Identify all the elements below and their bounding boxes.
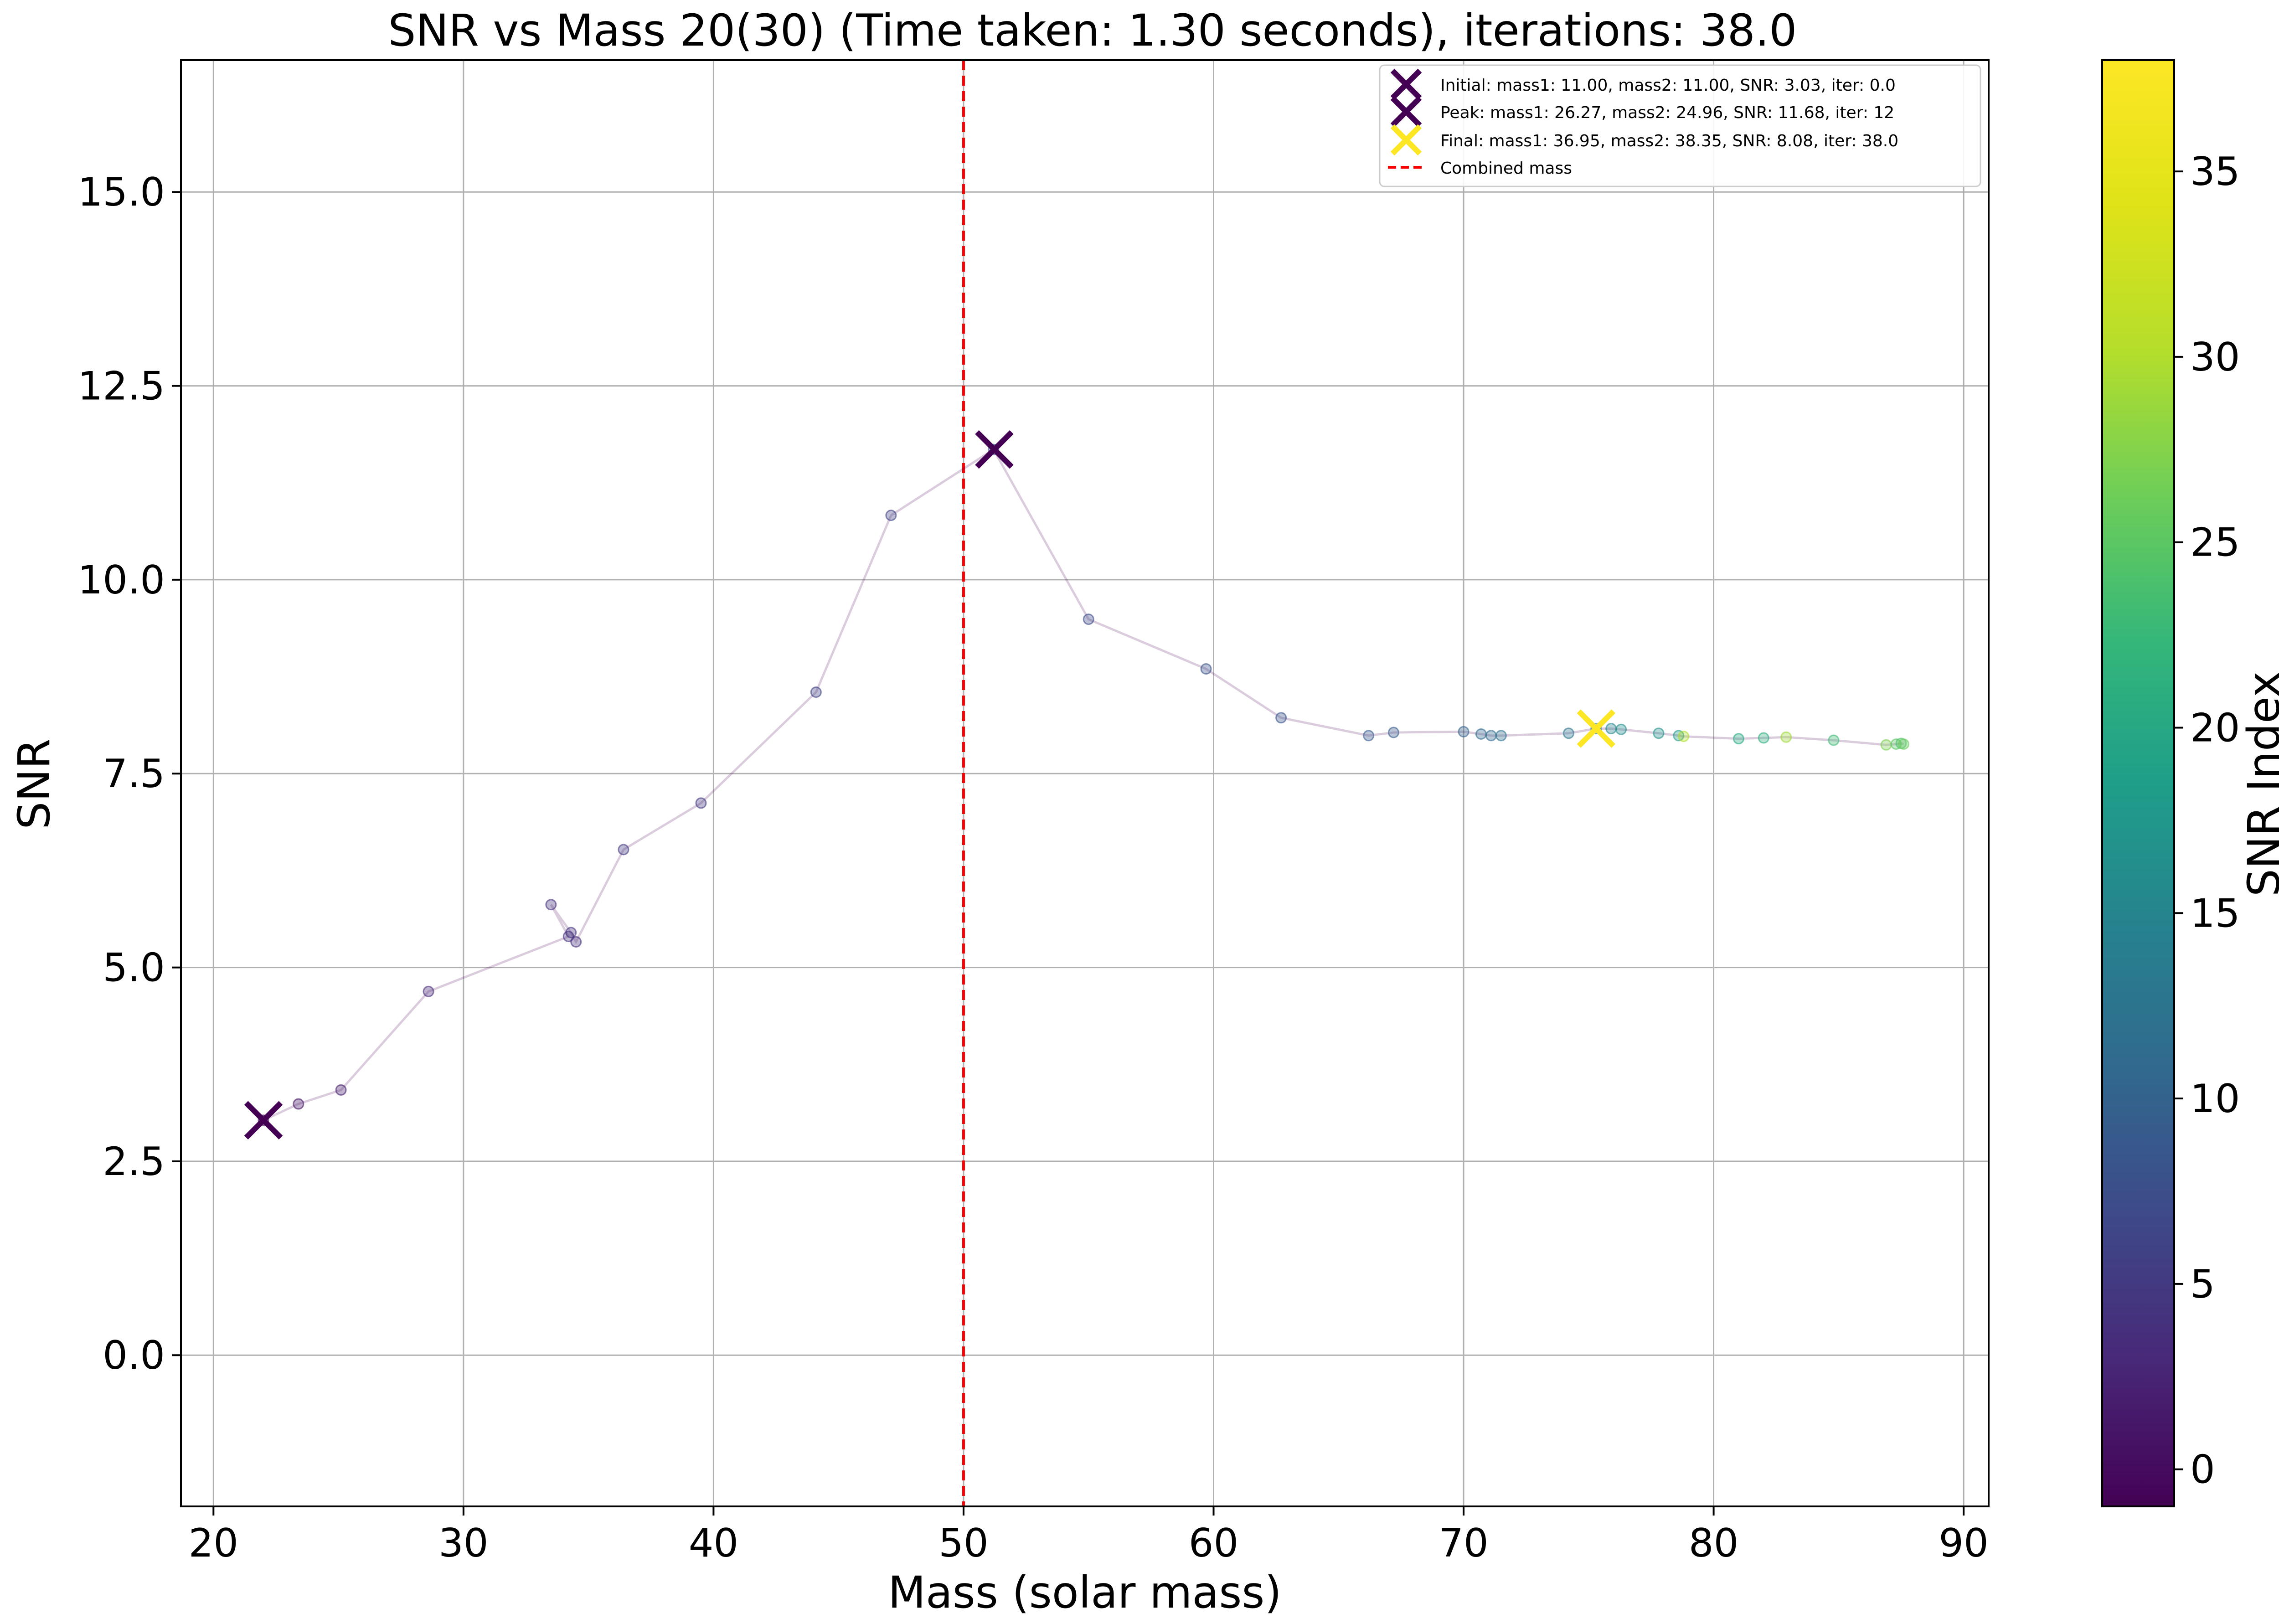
data-point xyxy=(1495,730,1507,742)
data-point xyxy=(810,686,822,698)
data-point xyxy=(1458,726,1469,737)
chart-title: SNR vs Mass 20(30) (Time taken: 1.30 sec… xyxy=(388,5,1797,56)
data-point xyxy=(1275,712,1287,724)
x-tick-label: 30 xyxy=(438,1521,488,1566)
y-tick-label: 0.0 xyxy=(103,1333,165,1378)
data-point xyxy=(1897,738,1909,750)
legend-final-label: Final: mass1: 36.95, mass2: 38.35, SNR: … xyxy=(1440,132,1898,150)
data-point xyxy=(1615,723,1627,735)
data-point xyxy=(1732,733,1744,745)
data-point xyxy=(545,899,557,911)
legend-entry-peak: Peak: mass1: 26.27, mass2: 24.96, SNR: 1… xyxy=(1390,96,1894,128)
plot-background xyxy=(181,60,1989,1506)
data-point xyxy=(565,927,577,938)
x-tick-label: 70 xyxy=(1439,1521,1488,1566)
colorbar-tick-label: 35 xyxy=(2190,149,2240,195)
data-point xyxy=(1880,739,1892,751)
colorbar-tick-label: 5 xyxy=(2190,1262,2215,1307)
data-point xyxy=(1083,614,1094,625)
x-axis-label: Mass (solar mass) xyxy=(888,1567,1282,1618)
data-point xyxy=(1653,727,1665,739)
colorbar-tick-label: 15 xyxy=(2190,891,2240,936)
colorbar-ticks: 0 5 10 15 20 25 30 35 xyxy=(2174,149,2240,1493)
colorbar-gradient xyxy=(2102,60,2174,1506)
y-tick-label: 15.0 xyxy=(78,170,165,215)
data-point xyxy=(293,1098,304,1110)
data-point xyxy=(335,1084,347,1096)
grid xyxy=(181,60,1989,1506)
plot-area xyxy=(180,59,1990,1507)
data-point xyxy=(695,797,707,809)
initial-marker xyxy=(244,1101,283,1139)
colorbar-tick-label: 10 xyxy=(2190,1076,2240,1122)
data-point xyxy=(423,985,434,997)
data-point xyxy=(1363,730,1375,742)
data-point xyxy=(1758,732,1769,744)
colorbar-label: SNR Index xyxy=(2238,671,2279,897)
data-point xyxy=(1605,723,1617,735)
plot-frame xyxy=(180,59,1990,1507)
legend-final-x-icon xyxy=(1390,124,1422,156)
legend-peak-x-icon xyxy=(1390,96,1422,128)
x-tick-label: 60 xyxy=(1189,1521,1238,1566)
y-axis-ticks: 0.0 2.5 5.0 7.5 10.0 12.5 15.0 xyxy=(78,170,181,1378)
data-point xyxy=(1485,730,1497,742)
legend-entry-initial: Initial: mass1: 11.00, mass2: 11.00, SNR… xyxy=(1390,68,1896,100)
peak-marker xyxy=(975,430,1014,469)
legend-entry-final: Final: mass1: 36.95, mass2: 38.35, SNR: … xyxy=(1390,124,1898,156)
data-point xyxy=(1780,731,1792,743)
data-point xyxy=(1562,727,1574,739)
data-point xyxy=(1387,727,1399,738)
data-point xyxy=(885,510,897,521)
data-point xyxy=(1200,663,1212,675)
data-point xyxy=(1828,734,1840,746)
data-point xyxy=(1678,731,1690,742)
x-tick-label: 20 xyxy=(189,1521,238,1566)
y-tick-label: 10.0 xyxy=(78,557,165,603)
colorbar: 0 5 10 15 20 25 30 35 SNR Index xyxy=(2101,59,2279,1507)
legend-entry-combined-mass: Combined mass xyxy=(1388,159,1572,178)
legend-initial-label: Initial: mass1: 11.00, mass2: 11.00, SNR… xyxy=(1440,76,1896,95)
y-tick-label: 7.5 xyxy=(103,751,165,797)
final-marker xyxy=(1577,709,1616,748)
data-point xyxy=(1475,728,1487,740)
markers-layer xyxy=(244,430,1616,1139)
x-axis-ticks: 20 30 40 50 60 70 80 90 xyxy=(189,1506,1989,1566)
legend-initial-x-icon xyxy=(1390,68,1422,100)
colorbar-tick-label: 0 xyxy=(2190,1447,2215,1493)
x-tick-label: 50 xyxy=(938,1521,988,1566)
colorbar-frame xyxy=(2101,59,2175,1507)
y-tick-label: 5.0 xyxy=(103,945,165,991)
y-axis-label: SNR xyxy=(9,738,60,829)
colorbar-tick-label: 30 xyxy=(2190,335,2240,380)
colorbar-tick-label: 25 xyxy=(2190,520,2240,566)
data-point xyxy=(618,844,629,856)
x-tick-label: 40 xyxy=(689,1521,738,1566)
data-points-layer xyxy=(258,443,1909,1126)
legend: Initial: mass1: 11.00, mass2: 11.00, SNR… xyxy=(1379,64,1981,187)
data-point xyxy=(570,936,582,948)
x-tick-label: 90 xyxy=(1939,1521,1988,1566)
y-tick-label: 12.5 xyxy=(78,364,165,409)
legend-box xyxy=(1379,64,1981,187)
colorbar-tick-label: 20 xyxy=(2190,705,2240,751)
legend-peak-label: Peak: mass1: 26.27, mass2: 24.96, SNR: 1… xyxy=(1440,103,1894,122)
y-tick-label: 2.5 xyxy=(103,1139,165,1185)
legend-combined-mass-label: Combined mass xyxy=(1440,159,1572,178)
x-tick-label: 80 xyxy=(1689,1521,1738,1566)
